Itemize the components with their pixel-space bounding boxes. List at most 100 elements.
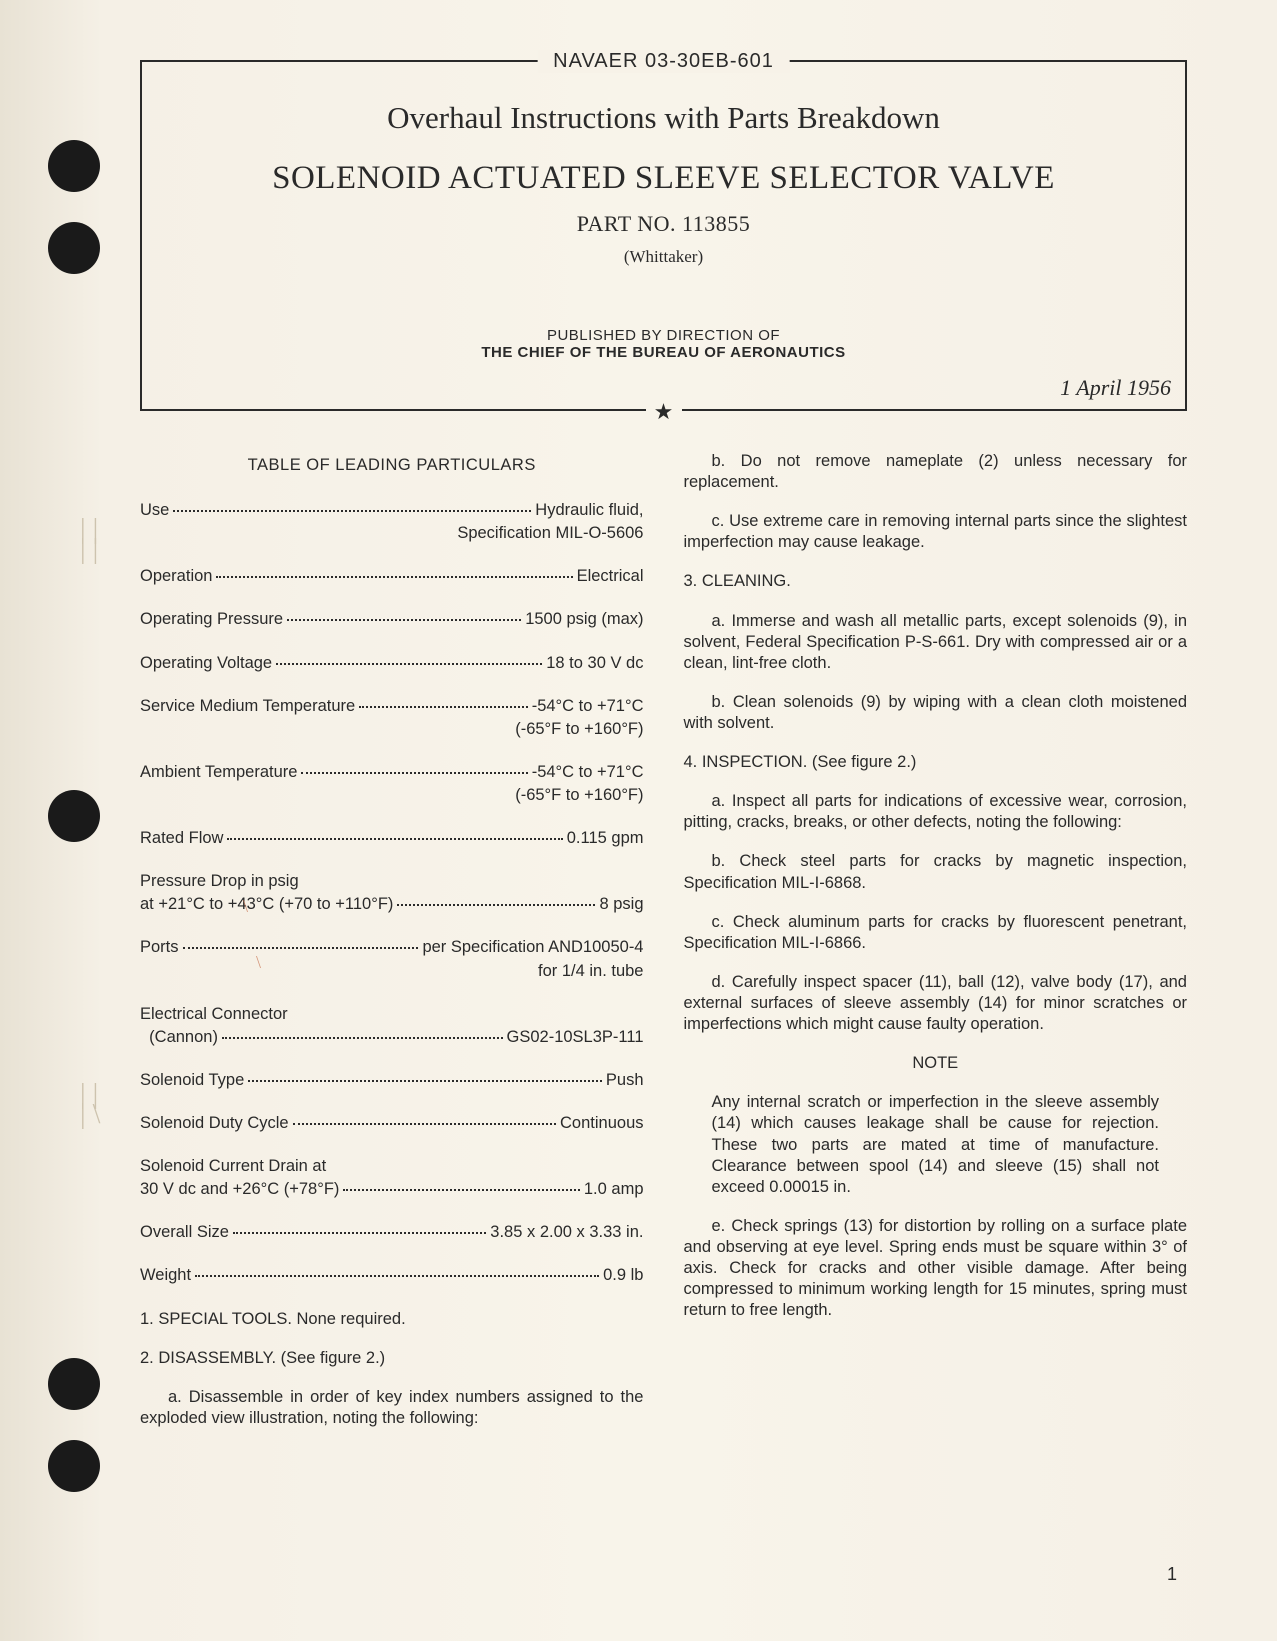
body-columns: TABLE OF LEADING PARTICULARS UseHydrauli…	[140, 451, 1187, 1447]
para-3b: b. Clean solenoids (9) by wiping with a …	[684, 692, 1188, 734]
section-inspection: 4. INSPECTION. (See figure 2.)	[684, 752, 1188, 773]
para-text: b. Do not remove nameplate (2) unless ne…	[684, 452, 1188, 491]
document-number: NAVAER 03-30EB-601	[537, 50, 790, 73]
spec-label: Operation	[140, 566, 212, 587]
document-page: | || | | || \ NAVAER 03-30EB-601 Overhau…	[0, 0, 1277, 1641]
spec-label-2: (Cannon)	[140, 1027, 218, 1048]
spec-label: Ambient Temperature	[140, 762, 297, 783]
spec-value: 3.85 x 2.00 x 3.33 in.	[490, 1222, 643, 1243]
title-line-1: Overhaul Instructions with Parts Breakdo…	[172, 100, 1155, 136]
spec-label: Solenoid Duty Cycle	[140, 1113, 289, 1134]
spec-row: Solenoid Type Push	[140, 1070, 644, 1091]
para-text: a. Inspect all parts for indications of …	[684, 792, 1188, 831]
para-text: e. Check springs (13) for distortion by …	[684, 1217, 1188, 1319]
spec-row: Ambient Temperature -54°C to +71°C	[140, 762, 644, 783]
spec-row: Operating Pressure1500 psig (max)	[140, 609, 644, 630]
punch-hole	[48, 1440, 100, 1492]
punch-hole	[48, 1358, 100, 1410]
punch-hole	[48, 790, 100, 842]
spec-value: 1500 psig (max)	[525, 609, 643, 630]
leader-dots	[216, 566, 572, 578]
left-column: TABLE OF LEADING PARTICULARS UseHydrauli…	[140, 451, 644, 1447]
leader-dots	[287, 609, 521, 621]
title-line-2: SOLENOID ACTUATED SLEEVE SELECTOR VALVE	[172, 160, 1155, 197]
spec-value: GS02-10SL3P-111	[507, 1027, 644, 1048]
leader-dots	[195, 1265, 599, 1277]
spec-sub-value: Specification MIL-O-5606	[140, 523, 644, 544]
spec-value: Hydraulic fluid,	[535, 500, 643, 521]
para-4a: a. Inspect all parts for indications of …	[684, 791, 1188, 833]
manufacturer: (Whittaker)	[172, 247, 1155, 267]
spec-sub-value: (-65°F to +160°F)	[140, 719, 644, 740]
publication-date: 1 April 1956	[1060, 375, 1171, 401]
leader-dots	[173, 500, 531, 512]
leader-dots	[227, 828, 562, 840]
para-2b: b. Do not remove nameplate (2) unless ne…	[684, 451, 1188, 493]
leader-dots	[183, 937, 419, 949]
section-special-tools: 1. SPECIAL TOOLS. None required.	[140, 1309, 644, 1330]
title-box: NAVAER 03-30EB-601 Overhaul Instructions…	[140, 60, 1187, 411]
spec-label: Overall Size	[140, 1222, 229, 1243]
spec-row: Solenoid Duty Cycle Continuous	[140, 1113, 644, 1134]
spec-row: Service Medium Temperature -54°C to +71°C	[140, 696, 644, 717]
leader-dots	[222, 1027, 503, 1039]
section-cleaning: 3. CLEANING.	[684, 571, 1188, 592]
spec-sub-value: for 1/4 in. tube	[140, 961, 644, 982]
spec-sub-value: (-65°F to +160°F)	[140, 785, 644, 806]
page-number: 1	[1167, 1564, 1177, 1585]
margin-mark: | || |	[80, 520, 98, 560]
spec-value: Electrical	[577, 566, 644, 587]
para-text: a. Immerse and wash all metallic parts, …	[684, 612, 1188, 672]
star-icon: ★	[654, 399, 674, 425]
spec-value: -54°C to +71°C	[532, 762, 644, 783]
spec-value: Push	[606, 1070, 644, 1091]
leader-dots	[233, 1222, 486, 1234]
spec-row: Overall Size 3.85 x 2.00 x 3.33 in.	[140, 1222, 644, 1243]
leader-dots	[359, 696, 528, 708]
para-text: b. Clean solenoids (9) by wiping with a …	[684, 693, 1188, 732]
leader-dots	[276, 653, 542, 665]
spec-value: 8 psig	[599, 894, 643, 915]
published-by-2: THE CHIEF OF THE BUREAU OF AERONAUTICS	[172, 344, 1155, 361]
right-column: b. Do not remove nameplate (2) unless ne…	[684, 451, 1188, 1447]
spec-row: Operation Electrical	[140, 566, 644, 587]
leader-dots	[301, 762, 527, 774]
note-body: Any internal scratch or imperfection in …	[684, 1092, 1188, 1198]
spec-label: Service Medium Temperature	[140, 696, 355, 717]
spec-value: per Specification AND10050-4	[422, 937, 643, 958]
spec-label-2: at +21°C to +43°C (+70 to +110°F)	[140, 894, 393, 915]
red-mark: \	[256, 952, 261, 973]
spec-label: Solenoid Type	[140, 1070, 244, 1091]
para-4c: c. Check aluminum parts for cracks by fl…	[684, 912, 1188, 954]
para-4b: b. Check steel parts for cracks by magne…	[684, 851, 1188, 893]
para-text: a. Disassemble in order of key index num…	[140, 1388, 644, 1427]
margin-mark: | || \	[80, 1085, 100, 1125]
para-2c: c. Use extreme care in removing internal…	[684, 511, 1188, 553]
spec-row: Weight 0.9 lb	[140, 1265, 644, 1286]
published-by-1: PUBLISHED BY DIRECTION OF	[172, 327, 1155, 344]
spec-value: -54°C to +71°C	[532, 696, 644, 717]
para-text: b. Check steel parts for cracks by magne…	[684, 852, 1188, 891]
spec-label: Pressure Drop in psig	[140, 871, 644, 892]
punch-hole	[48, 140, 100, 192]
spec-value: Continuous	[560, 1113, 643, 1134]
spec-row: Use Hydraulic fluid,	[140, 500, 644, 521]
spec-row: Electrical Connector (Cannon)GS02-10SL3P…	[140, 1004, 644, 1048]
leader-dots	[343, 1179, 579, 1191]
spec-value: 1.0 amp	[584, 1179, 644, 1200]
spec-label: Use	[140, 500, 169, 521]
section-disassembly: 2. DISASSEMBLY. (See figure 2.)	[140, 1348, 644, 1369]
para-text: c. Check aluminum parts for cracks by fl…	[684, 913, 1188, 952]
para-4e: e. Check springs (13) for distortion by …	[684, 1216, 1188, 1322]
spec-row: Solenoid Current Drain at30 V dc and +26…	[140, 1156, 644, 1200]
note-heading: NOTE	[684, 1053, 1188, 1074]
spec-value: 0.115 gpm	[567, 828, 644, 849]
spec-value: 0.9 lb	[603, 1265, 643, 1286]
leader-dots	[248, 1070, 602, 1082]
spec-label: Solenoid Current Drain at	[140, 1156, 644, 1177]
spec-label: Weight	[140, 1265, 191, 1286]
spec-row: Pressure Drop in psigat +21°C to +43°C (…	[140, 871, 644, 915]
spec-label-2: 30 V dc and +26°C (+78°F)	[140, 1179, 339, 1200]
para-text: d. Carefully inspect spacer (11), ball (…	[684, 973, 1188, 1033]
red-mark: \	[243, 896, 248, 917]
